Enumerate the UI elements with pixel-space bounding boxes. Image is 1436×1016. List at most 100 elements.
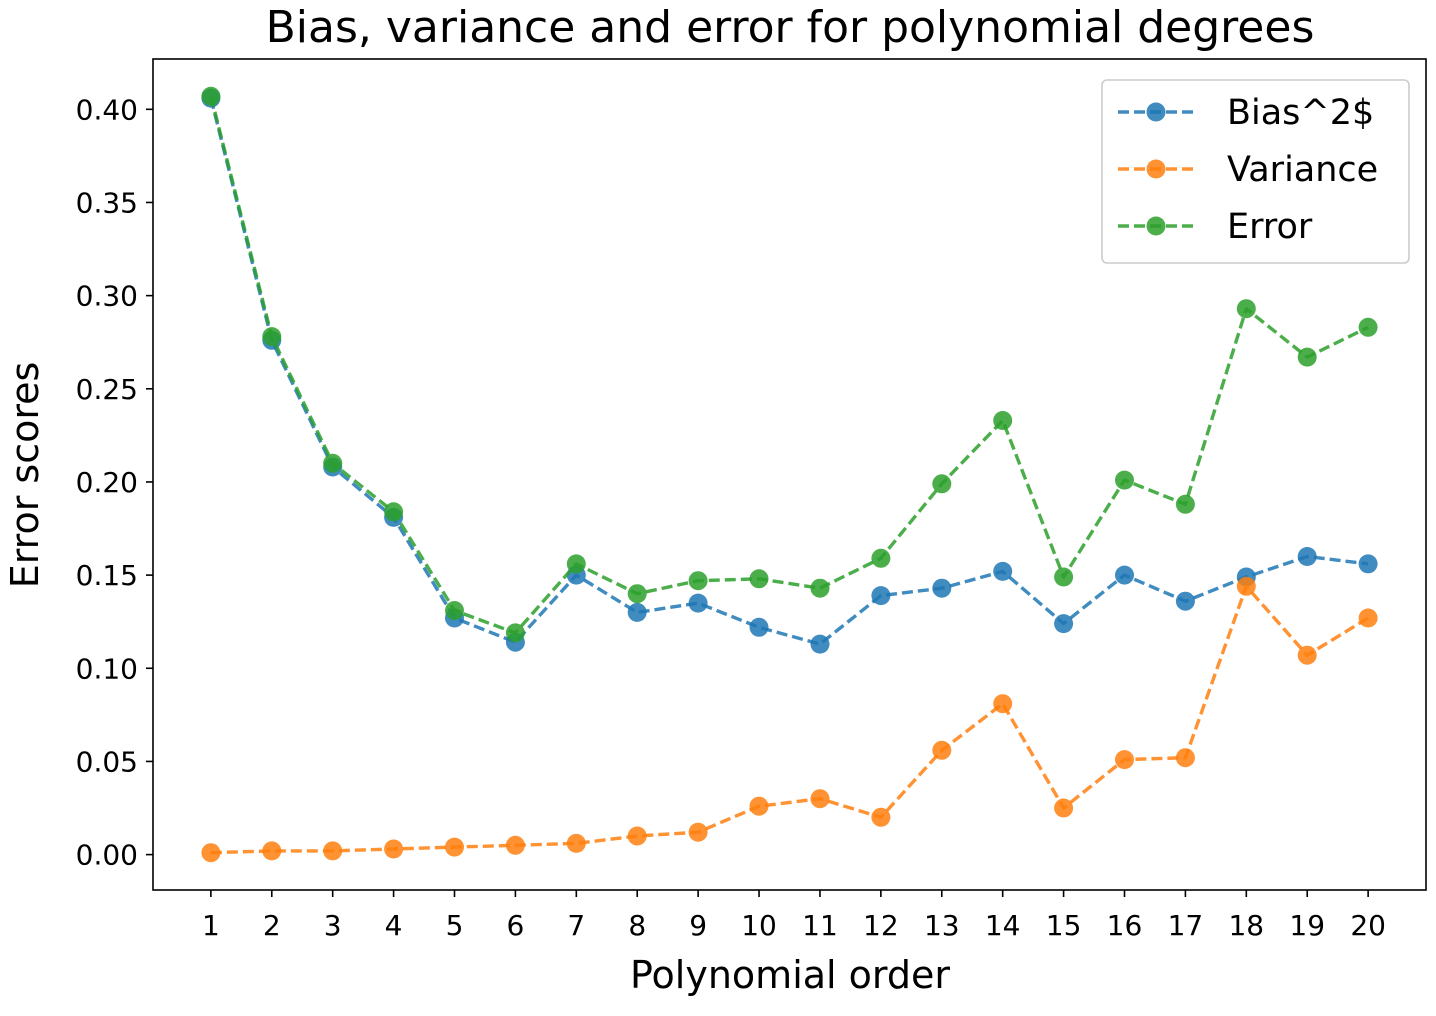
data-point-error (993, 411, 1013, 430)
data-point-error (262, 327, 282, 347)
x-tick-label: 2 (263, 909, 281, 942)
legend-marker-error (1146, 216, 1166, 236)
x-tick-label: 19 (1289, 909, 1325, 942)
series-line-variance (210, 584, 1369, 855)
data-point-bias-2 (1358, 554, 1378, 574)
series-layer (201, 86, 1378, 863)
data-point-error (566, 554, 586, 574)
data-point-error (810, 578, 830, 598)
x-tick-label: 14 (985, 909, 1021, 942)
data-point-bias-2 (1297, 547, 1317, 566)
x-tick-label: 6 (506, 909, 524, 942)
data-point-variance (1175, 748, 1195, 768)
legend-entry-bias: Bias^2$ (1118, 93, 1374, 133)
data-point-variance (323, 841, 343, 861)
x-axis: 1 2 3 4 5 6 7 8 9 10 11 12 13 14 15 16 17 18 19 20 (202, 890, 1386, 942)
data-point-bias-2 (688, 593, 708, 613)
y-tick-label: 0.30 (76, 280, 138, 313)
data-point-variance (932, 740, 952, 760)
data-point-variance (1358, 608, 1378, 628)
data-point-variance (871, 807, 891, 827)
data-point-variance (627, 826, 647, 846)
data-point-bias-2 (1175, 591, 1195, 611)
data-point-bias-2 (932, 578, 952, 598)
data-point-error (688, 571, 708, 591)
x-tick-label: 3 (324, 909, 342, 942)
data-point-bias-2 (627, 602, 647, 622)
legend-frame (1101, 79, 1410, 264)
series-line-bias-2 (209, 97, 1369, 646)
x-tick-label: 15 (1046, 909, 1082, 942)
x-tick-label: 8 (628, 909, 646, 942)
x-tick-label: 4 (385, 909, 403, 942)
y-tick-label: 0.10 (76, 652, 138, 685)
data-point-bias-2 (749, 617, 769, 637)
data-point-error (323, 453, 343, 473)
plot-area-frame (152, 58, 1427, 891)
y-tick-label: 0.15 (76, 559, 138, 592)
data-point-variance (1054, 798, 1074, 818)
data-point-error (1236, 299, 1256, 319)
data-point-variance (566, 833, 586, 853)
x-tick-label: 18 (1228, 909, 1264, 942)
legend-entry-variance: Variance (1118, 150, 1378, 190)
x-tick-label: 20 (1350, 909, 1386, 942)
x-tick-label: 1 (202, 909, 220, 942)
data-point-variance (810, 789, 830, 809)
data-point-error (1297, 347, 1317, 367)
data-point-variance (201, 843, 221, 863)
y-axis: 0.00 0.05 0.10 0.15 0.20 0.25 0.30 0.35 0.40 (76, 93, 153, 872)
x-tick-label: 11 (802, 909, 838, 942)
data-point-variance (1236, 576, 1256, 596)
data-point-error (932, 474, 952, 494)
data-point-error (505, 623, 525, 643)
data-point-bias-2 (810, 634, 830, 654)
data-point-variance (505, 835, 525, 855)
data-point-error (627, 584, 647, 604)
legend-label-variance: Variance (1227, 150, 1378, 190)
legend-entry-error: Error (1118, 207, 1313, 247)
data-point-variance (384, 839, 404, 859)
y-tick-label: 0.25 (76, 373, 138, 406)
y-tick-label: 0.00 (76, 839, 138, 872)
series-variance (201, 576, 1378, 863)
legend: Bias^2$ Variance Error (1101, 79, 1410, 264)
legend-marker-bias (1146, 102, 1166, 122)
legend-marker-variance (1146, 159, 1166, 179)
data-point-variance (993, 694, 1013, 714)
chart-title: Bias, variance and error for polynomial … (266, 2, 1315, 53)
data-point-bias-2 (1115, 565, 1134, 585)
legend-label-error: Error (1227, 207, 1313, 247)
data-point-variance (1115, 750, 1134, 770)
data-point-bias-2 (871, 586, 891, 606)
x-axis-label: Polynomial order (630, 953, 950, 997)
x-tick-label: 13 (924, 909, 960, 942)
y-tick-label: 0.40 (76, 93, 138, 126)
x-tick-label: 12 (863, 909, 899, 942)
series-error (201, 86, 1378, 643)
series-line-error (209, 95, 1369, 635)
y-axis-label: Error scores (3, 362, 47, 589)
x-tick-label: 10 (741, 909, 777, 942)
data-point-error (1115, 470, 1134, 490)
data-point-variance (749, 796, 769, 816)
y-tick-label: 0.35 (76, 186, 138, 219)
data-point-error (749, 569, 769, 589)
data-point-error (384, 502, 404, 522)
x-tick-label: 16 (1107, 909, 1143, 942)
y-tick-label: 0.05 (76, 745, 138, 778)
data-point-variance (1297, 645, 1317, 665)
x-tick-label: 7 (567, 909, 585, 942)
data-point-variance (688, 822, 708, 842)
data-point-error (1054, 567, 1074, 587)
x-tick-label: 17 (1168, 909, 1204, 942)
y-tick-label: 0.20 (76, 466, 138, 499)
x-tick-label: 9 (689, 909, 707, 942)
data-point-error (871, 548, 891, 568)
data-point-error (445, 601, 464, 620)
data-point-bias-2 (1054, 614, 1074, 634)
data-point-error (1175, 494, 1195, 514)
data-point-bias-2 (993, 561, 1013, 581)
